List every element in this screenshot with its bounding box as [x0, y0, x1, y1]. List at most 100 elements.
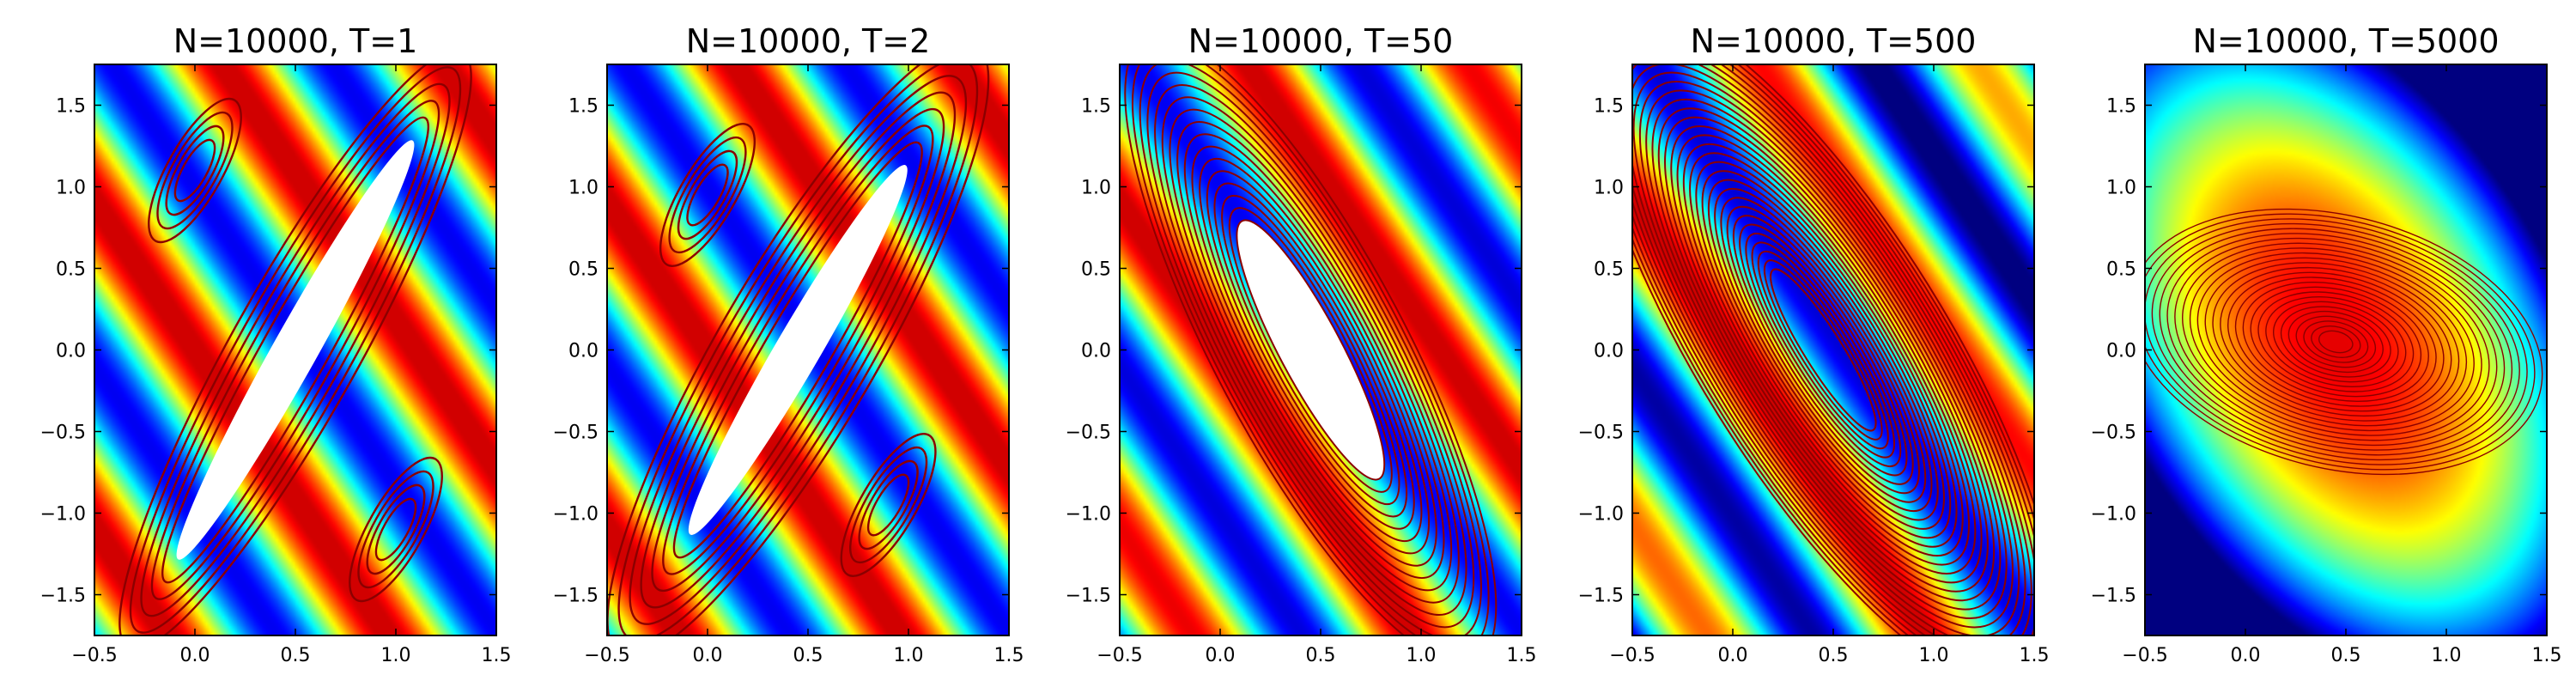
contour-level-20 — [2166, 233, 2506, 451]
contour-level-4 — [1206, 170, 1415, 530]
x-tick-label: −0.5 — [71, 645, 117, 666]
x-tick-label: 1.0 — [381, 645, 411, 666]
y-tick-label: 0.5 — [1594, 259, 1624, 281]
contour-level-11 — [2234, 277, 2437, 407]
y-tick-label: −1.0 — [1066, 504, 1111, 526]
contour-outer-4 — [629, 75, 968, 625]
y-tick-label: −1.5 — [553, 586, 598, 607]
contour-level-23 — [2145, 218, 2528, 465]
x-tick-label: 1.0 — [1919, 645, 1949, 666]
contour-level-0 — [1236, 219, 1386, 481]
y-tick-label: −0.5 — [2091, 423, 2136, 444]
panel-title: N=10000, T=1 — [173, 22, 418, 60]
contour-level-19 — [2174, 237, 2498, 447]
contour-level-21 — [1638, 81, 2008, 619]
x-tick-label: 1.5 — [994, 645, 1024, 666]
x-tick-label: 1.5 — [1507, 645, 1537, 666]
contour-level-18 — [2182, 242, 2490, 441]
contour-level-25 — [2145, 208, 2543, 476]
x-tick-label: 0.5 — [1306, 645, 1336, 666]
x-tick-label: 0.0 — [693, 645, 723, 666]
contour-outer-2 — [140, 82, 451, 617]
contour-mode1-2 — [668, 136, 747, 254]
contour-outer-3 — [640, 91, 957, 609]
panel-title: N=10000, T=2 — [686, 22, 931, 60]
y-tick-label: 1.0 — [1594, 178, 1624, 199]
y-tick-label: −1.5 — [1066, 586, 1111, 607]
contour-level-7 — [1726, 205, 1920, 495]
contour-level-6 — [2272, 301, 2399, 383]
contour-level-0 — [1770, 268, 1877, 432]
x-tick-label: 0.5 — [281, 645, 311, 666]
y-tick-label: −1.0 — [2091, 504, 2136, 526]
contour-level-24 — [2145, 213, 2536, 471]
y-tick-label: 1.5 — [56, 96, 86, 118]
x-tick-label: 0.0 — [2231, 645, 2261, 666]
contour-level-14 — [1682, 143, 1964, 557]
contour-level-4 — [1745, 232, 1902, 468]
contour-mode2-2 — [357, 470, 434, 589]
y-tick-label: −0.5 — [1578, 423, 1624, 444]
contour-mode1-2 — [156, 111, 234, 230]
x-tick-label: −0.5 — [2122, 645, 2167, 666]
y-tick-label: 1.5 — [1594, 96, 1624, 118]
contour-level-5 — [2280, 306, 2391, 378]
contour-level-19 — [1651, 98, 1996, 602]
contour-outer-6 — [607, 64, 990, 635]
y-tick-label: 1.0 — [568, 178, 598, 199]
contour-level-26 — [1632, 64, 2034, 635]
y-tick-label: 1.0 — [56, 178, 86, 199]
x-tick-label: 0.0 — [1206, 645, 1236, 666]
panel-title: N=10000, T=5000 — [2192, 22, 2499, 60]
contour-level-5 — [1739, 223, 1908, 477]
contour-level-7 — [2265, 295, 2407, 388]
contour-level-22 — [1632, 71, 2014, 629]
y-tick-label: 0.5 — [568, 259, 598, 281]
contour-level-4 — [2287, 310, 2384, 374]
contour-mode2-0 — [374, 497, 417, 562]
contour-level-10 — [1707, 179, 1939, 521]
contour-level-1 — [2311, 325, 2361, 358]
contour-level-15 — [2204, 257, 2468, 427]
contour-level-16 — [2196, 252, 2475, 432]
contour-level-5 — [1199, 157, 1423, 543]
contour-level-13 — [1139, 64, 1482, 635]
y-tick-label: 1.5 — [568, 96, 598, 118]
y-tick-label: −1.0 — [553, 504, 598, 526]
contour-level-22 — [2151, 222, 2520, 461]
panel-1: −0.5 0.0 0.5 1.0 1.5 1.5 1.0 0.5 0.0 −0.5 −1.0 −1.5… — [40, 22, 512, 666]
contour-level-21 — [2159, 228, 2513, 456]
x-tick-label: 1.5 — [2020, 645, 2050, 666]
y-tick-label: 1.5 — [2106, 96, 2136, 118]
contour-lines — [1632, 64, 2034, 635]
x-tick-label: 0.0 — [1718, 645, 1748, 666]
contour-level-3 — [1751, 241, 1896, 459]
panel-4: −0.5 0.0 0.5 1.0 1.5 1.5 1.0 0.5 0.0 −0.5 −1.0 −1.5… — [1578, 22, 2050, 666]
y-tick-label: 0.0 — [1594, 341, 1624, 362]
contour-level-14 — [2212, 262, 2460, 422]
contour-level-28 — [1632, 64, 2034, 635]
y-tick-label: 1.5 — [1081, 96, 1111, 118]
contour-mode2-3 — [840, 433, 937, 577]
contour-mode2-3 — [349, 456, 443, 603]
contour-outer-1 — [662, 125, 934, 575]
x-tick-label: −0.5 — [1609, 645, 1655, 666]
contour-level-2 — [1221, 194, 1400, 506]
contour-level-12 — [2227, 271, 2445, 412]
contour-mode1-1 — [677, 149, 738, 240]
contour-fill — [688, 165, 908, 535]
y-tick-label: 0.5 — [2106, 259, 2136, 281]
contour-level-23 — [1632, 64, 2020, 635]
contour-level-15 — [1676, 134, 1971, 566]
contour-level-9 — [1169, 108, 1453, 592]
panel-3: −0.5 0.0 0.5 1.0 1.5 1.5 1.0 0.5 0.0 −0.5 −1.0 −1.5… — [1066, 22, 1537, 666]
contour-level-9 — [2250, 286, 2422, 398]
contour-fill — [176, 140, 415, 560]
contour-level-7 — [1183, 133, 1437, 567]
contour-lines — [118, 64, 472, 635]
x-tick-label: 1.5 — [2532, 645, 2562, 666]
contour-level-2 — [1757, 250, 1889, 450]
contour-mode1-0 — [173, 138, 216, 203]
contour-level-10 — [2242, 281, 2429, 403]
